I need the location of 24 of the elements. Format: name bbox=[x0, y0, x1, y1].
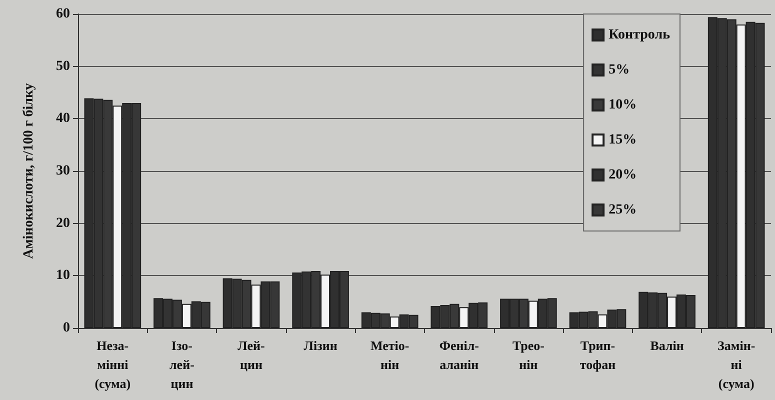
x-tick-label: Феніл- аланін bbox=[439, 338, 480, 372]
x-tick-label: Трео- нін bbox=[512, 338, 544, 372]
y-tick-label: 30 bbox=[56, 164, 70, 178]
x-tick-label: Неза- мінні (сума) bbox=[94, 338, 131, 391]
y-tick-label: 10 bbox=[56, 268, 70, 284]
legend-label: 5% bbox=[608, 62, 630, 78]
x-tick-label: Метіо- нін bbox=[370, 338, 410, 372]
y-tick-label: 50 bbox=[56, 58, 70, 74]
x-tick-label: Лізин bbox=[304, 338, 338, 353]
y-tick-label: 20 bbox=[56, 216, 70, 231]
y-tick-label: 40 bbox=[56, 111, 70, 126]
legend-label: 10% bbox=[608, 98, 637, 112]
legend-label: 15% bbox=[608, 132, 637, 148]
x-tick-label: Ізо- лей- цин bbox=[170, 338, 194, 391]
legend-label: 25% bbox=[608, 202, 637, 218]
y-tick-label: 60 bbox=[56, 6, 70, 22]
legend-label: 20% bbox=[608, 168, 637, 182]
x-tick-label: Трип- тофан bbox=[580, 338, 616, 372]
x-tick-label: Лей- цин bbox=[238, 338, 265, 372]
x-tick-label: Валін bbox=[650, 338, 684, 353]
legend-label: Контроль bbox=[608, 28, 671, 42]
y-tick-label: 0 bbox=[63, 320, 70, 336]
x-tick-label: Замін- ні (сума) bbox=[718, 338, 756, 391]
y-axis-title: Амінокислоти, г/100 г білку bbox=[22, 83, 36, 259]
